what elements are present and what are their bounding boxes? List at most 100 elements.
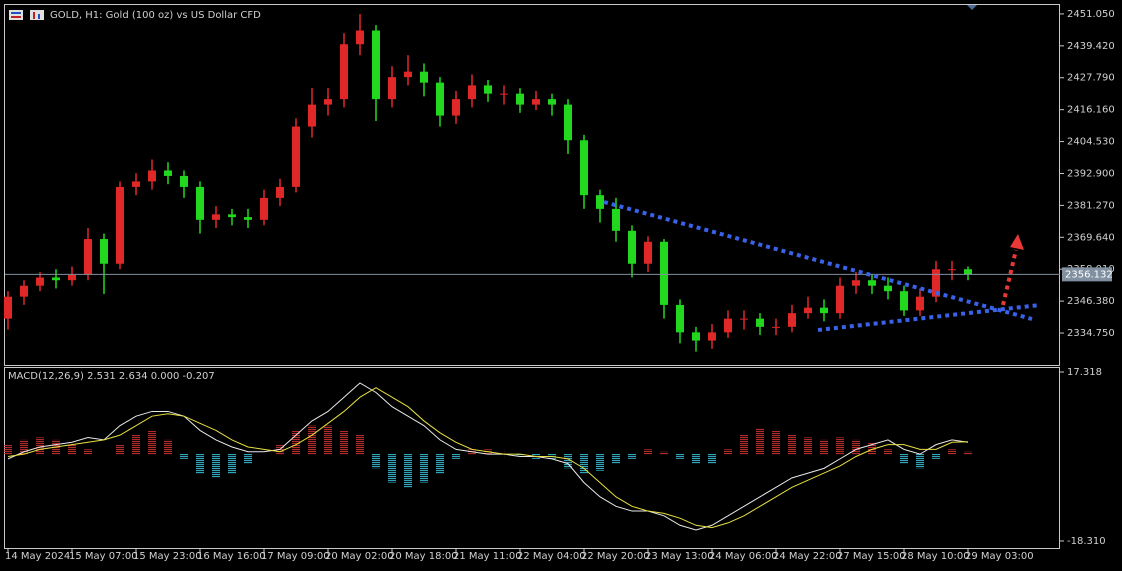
price-tag — [1062, 267, 1112, 282]
price-pane — [4, 4, 1060, 366]
candle-body — [916, 296, 924, 311]
candle-body — [788, 313, 796, 327]
shift-marker — [967, 5, 977, 10]
candle-body — [388, 77, 396, 100]
candle-body — [356, 30, 364, 45]
candle-body — [676, 304, 684, 333]
x-tick-label: 24 May 06:00 — [709, 551, 778, 562]
macd-title: MACD(12,26,9) 2.531 2.634 0.000 -0.207 — [8, 371, 215, 382]
y-tick-label: 2346.380 — [1067, 296, 1115, 307]
candle-body — [724, 318, 732, 333]
drawings — [603, 200, 1041, 332]
y-tick-label: 2369.640 — [1067, 232, 1115, 243]
candle-body — [116, 186, 124, 264]
candle-body — [180, 175, 188, 187]
candle-body — [772, 326, 780, 328]
x-tick-label: 28 May 10:00 — [901, 551, 970, 562]
candle-body — [148, 170, 156, 182]
y-tick-label: 2381.270 — [1067, 200, 1115, 211]
x-tick-label: 15 May 23:00 — [133, 551, 202, 562]
candle-body — [196, 186, 204, 220]
candle-body — [404, 71, 412, 78]
candle-body — [468, 85, 476, 100]
x-tick-label: 20 May 18:00 — [389, 551, 458, 562]
candle-body — [36, 277, 44, 286]
candle-body — [564, 104, 572, 141]
candle-body — [484, 85, 492, 94]
candle-body — [948, 269, 956, 271]
x-tick-label: 24 May 22:00 — [773, 551, 842, 562]
candle-body — [964, 269, 972, 275]
x-tick-label: 29 May 03:00 — [965, 551, 1034, 562]
x-tick-label: 22 May 20:00 — [581, 551, 650, 562]
arrow-line — [1001, 249, 1018, 306]
trendline — [603, 200, 1033, 321]
candle-body — [68, 274, 76, 281]
candle-body — [820, 307, 828, 314]
x-tick-label: 20 May 02:00 — [325, 551, 394, 562]
price-tag-label: 2356.132 — [1065, 269, 1113, 280]
candle-body — [532, 99, 540, 105]
y-tick-label: 2334.750 — [1067, 328, 1115, 339]
x-tick-label: 27 May 15:00 — [837, 551, 906, 562]
candle-body — [84, 239, 92, 275]
y-tick-label: 2427.790 — [1067, 73, 1115, 84]
candle-body — [100, 239, 108, 264]
candle-body — [628, 230, 636, 264]
candle-body — [692, 332, 700, 341]
candle-body — [308, 104, 316, 127]
trendline — [817, 303, 1041, 332]
y-tick-label: 2451.050 — [1067, 9, 1115, 20]
y-tick-label: 2416.160 — [1067, 105, 1115, 116]
candle-body — [852, 280, 860, 286]
x-tick-label: 16 May 16:00 — [197, 551, 266, 562]
candle-body — [900, 291, 908, 311]
candle-body — [228, 214, 236, 218]
candle-body — [836, 285, 844, 314]
candle-body — [244, 217, 252, 220]
candle-body — [580, 140, 588, 196]
candle-body — [340, 44, 348, 100]
candle-body — [612, 208, 620, 231]
candle-body — [884, 285, 892, 292]
y-tick-label: -18.310 — [1067, 536, 1106, 547]
candle-body — [132, 181, 140, 187]
candle-body — [260, 197, 268, 220]
candle-body — [644, 241, 652, 264]
symbol-icon — [9, 10, 44, 20]
candle-body — [868, 280, 876, 286]
candle-body — [436, 82, 444, 116]
candle-body — [660, 241, 668, 305]
plot-layer: 2451.050 2439.420 2427.790 2416.160 2404.530… — [4, 9, 1115, 562]
candle-body — [548, 99, 556, 105]
macd-pane — [4, 367, 1060, 549]
x-tick-label: 17 May 09:00 — [261, 551, 330, 562]
candle-body — [708, 332, 716, 341]
candle-body — [804, 307, 812, 314]
x-tick-label: 15 May 07:00 — [69, 551, 138, 562]
candle-body — [52, 277, 60, 281]
x-tick-label: 21 May 11:00 — [453, 551, 522, 562]
candle-body — [324, 99, 332, 105]
candle-body — [932, 269, 940, 297]
x-tick-label: 22 May 04:00 — [517, 551, 586, 562]
candle-body — [372, 30, 380, 100]
chart-title: GOLD, H1: Gold (100 oz) vs US Dollar CFD — [50, 10, 261, 21]
candle-body — [452, 99, 460, 116]
x-tick-label: 23 May 13:00 — [645, 551, 714, 562]
arrow-head — [1010, 234, 1024, 250]
candle-body — [292, 126, 300, 187]
x-tick-label: 14 May 2024 — [5, 551, 70, 562]
candle-body — [756, 318, 764, 327]
candle-body — [4, 296, 12, 319]
candle-body — [740, 318, 748, 320]
macd-line — [7, 387, 969, 529]
y-tick-label: 2439.420 — [1067, 41, 1115, 52]
candle-body — [420, 71, 428, 83]
y-tick-label: 17.318 — [1067, 367, 1102, 378]
candle-body — [500, 93, 508, 95]
candle-body — [596, 195, 604, 209]
candle-body — [20, 285, 28, 297]
